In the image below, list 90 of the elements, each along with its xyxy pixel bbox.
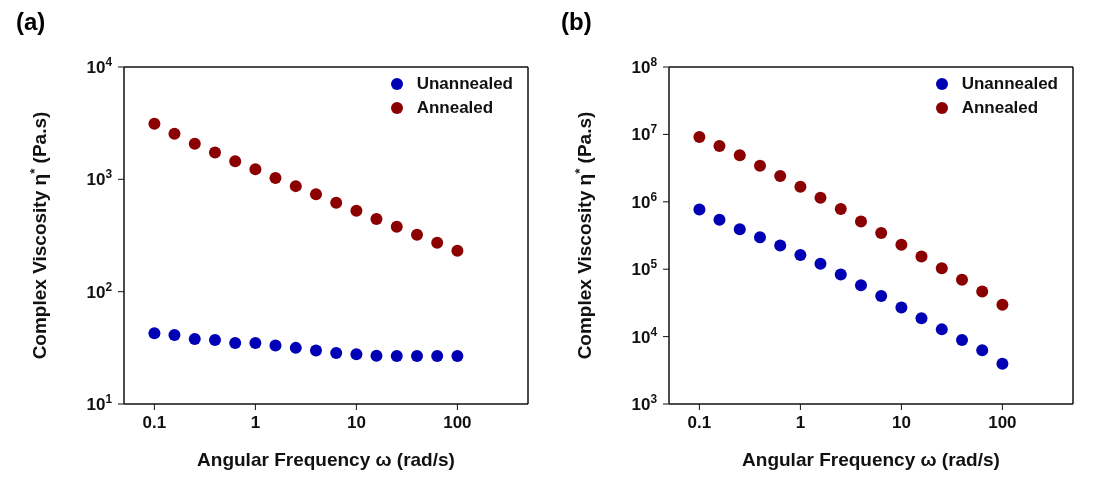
chart-title: (a) — [16, 8, 46, 36]
point — [814, 257, 827, 270]
x-tick-label: 100 — [443, 413, 472, 432]
x-axis-title: Angular Frequency ω (rad/s) — [742, 449, 1000, 470]
point — [713, 139, 726, 152]
point — [410, 228, 423, 241]
point — [774, 239, 787, 252]
x-tick-label: 0.1 — [687, 413, 712, 432]
point — [915, 250, 928, 263]
point — [188, 137, 201, 150]
x-tick-label: 100 — [988, 413, 1017, 432]
point — [309, 188, 322, 201]
x-tick-label: 1 — [250, 413, 261, 432]
point — [895, 301, 908, 314]
chart-title: (b) — [561, 8, 592, 36]
y-tick-label: 10$^{5}$ — [631, 257, 658, 280]
point — [895, 238, 908, 251]
point — [996, 298, 1009, 311]
point — [854, 215, 867, 228]
point — [834, 268, 847, 281]
point — [330, 347, 343, 360]
point — [451, 244, 464, 257]
point — [875, 290, 888, 303]
point — [753, 231, 766, 244]
point — [208, 333, 221, 346]
point — [229, 155, 242, 168]
point — [794, 180, 807, 193]
point — [330, 196, 343, 209]
point — [350, 348, 363, 361]
y-tick-label: 10$^{8}$ — [631, 55, 658, 77]
point — [390, 220, 403, 233]
point — [794, 248, 807, 261]
point — [168, 328, 181, 341]
y-tick-label: 10$^{2}$ — [86, 279, 113, 302]
point — [935, 262, 948, 275]
point — [733, 223, 746, 236]
point — [148, 327, 161, 340]
point — [875, 227, 888, 240]
point — [410, 350, 423, 363]
point — [451, 350, 464, 363]
y-tick-label: 10$^{1}$ — [86, 392, 113, 414]
point — [693, 131, 706, 144]
x-axis-title: Angular Frequency ω (rad/s) — [197, 449, 455, 470]
y-tick-label: 10$^{7}$ — [631, 122, 658, 145]
point — [249, 163, 262, 176]
point — [955, 273, 968, 286]
point — [976, 344, 989, 357]
y-tick-label: 10$^{4}$ — [631, 324, 658, 347]
point — [774, 169, 787, 182]
legend-label: Annealed — [416, 98, 494, 118]
point — [834, 203, 847, 216]
point — [370, 349, 383, 362]
legend-label: Annealed — [961, 98, 1039, 118]
point — [229, 336, 242, 349]
point — [168, 127, 181, 140]
y-tick-label: 10$^{4}$ — [86, 55, 113, 77]
point — [814, 191, 827, 204]
point — [915, 312, 928, 325]
point — [753, 159, 766, 172]
point — [854, 279, 867, 292]
point — [249, 336, 262, 349]
y-tick-label: 10$^{6}$ — [631, 189, 658, 212]
point — [976, 285, 989, 298]
point — [370, 212, 383, 225]
point — [148, 117, 161, 130]
point — [431, 350, 444, 363]
point — [713, 213, 726, 226]
point — [188, 333, 201, 345]
point — [733, 149, 746, 162]
point — [350, 204, 363, 217]
point — [996, 357, 1009, 370]
x-tick-label: 0.1 — [142, 413, 167, 432]
point — [431, 236, 444, 249]
x-tick-label: 1 — [795, 413, 806, 432]
point — [289, 341, 302, 354]
point — [269, 339, 282, 352]
x-tick-label: 10 — [346, 413, 366, 432]
point — [289, 180, 302, 193]
point — [693, 203, 706, 216]
legend-label: Unannealed — [961, 74, 1058, 94]
point — [309, 344, 322, 357]
legend-label: Unannealed — [416, 74, 513, 94]
point — [390, 350, 403, 363]
point — [269, 171, 282, 184]
y-tick-label: 10$^{3}$ — [86, 167, 113, 190]
point — [208, 146, 221, 159]
x-tick-label: 10 — [891, 413, 911, 432]
point — [935, 323, 948, 336]
point — [955, 333, 968, 346]
y-tick-label: 10$^{3}$ — [631, 392, 658, 414]
